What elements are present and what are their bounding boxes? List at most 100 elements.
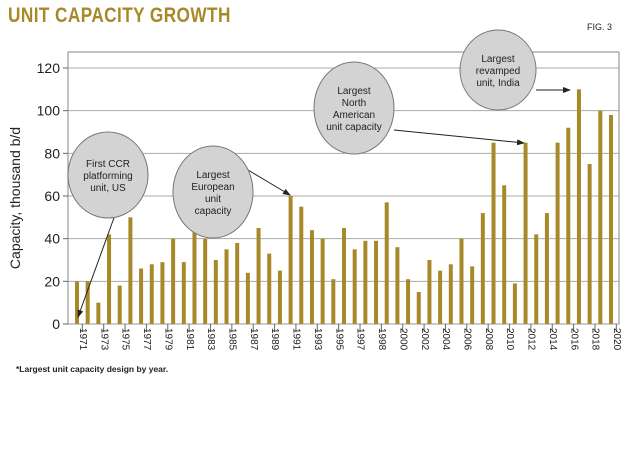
bar xyxy=(576,89,581,324)
x-tick-label: 2008 xyxy=(483,328,494,351)
x-tick-label: 1987 xyxy=(248,328,259,351)
x-tick-label: 1995 xyxy=(333,328,344,351)
bar xyxy=(85,281,90,324)
annotation-bubble xyxy=(67,131,149,219)
bar xyxy=(459,238,464,324)
bar xyxy=(342,228,346,324)
x-tick-label: 1977 xyxy=(141,328,152,351)
bar xyxy=(277,270,282,324)
bar xyxy=(149,264,154,324)
annotation-arrow xyxy=(393,129,525,146)
x-tick-label: 1981 xyxy=(184,328,195,351)
bar xyxy=(523,142,528,324)
bar xyxy=(566,127,571,324)
annotation-text: Largest xyxy=(337,86,371,97)
x-tick-label: 1997 xyxy=(355,328,366,351)
x-tick-label: 1993 xyxy=(312,328,323,351)
annotation-text: unit, US xyxy=(90,183,126,194)
bar xyxy=(598,110,603,325)
annotation-text: capacity xyxy=(195,206,232,217)
x-tick-label: 1975 xyxy=(120,328,131,351)
bar xyxy=(107,234,112,324)
x-tick-label: 2012 xyxy=(526,328,537,351)
bar xyxy=(609,114,613,324)
x-tick-label: 2000 xyxy=(397,328,408,351)
bar xyxy=(288,196,293,324)
bar xyxy=(470,266,475,324)
annotation-text: platforming xyxy=(83,171,132,182)
annotation-text: European xyxy=(191,182,234,193)
annotation-text: First CCR xyxy=(86,159,130,170)
bar xyxy=(245,272,250,324)
annotation-text: unit, India xyxy=(476,78,520,89)
chart-title: UNIT CAPACITY GROWTH xyxy=(8,4,231,27)
bar xyxy=(512,283,517,324)
bar xyxy=(491,142,496,324)
annotation-text: American xyxy=(333,110,375,121)
x-tick-label: 2018 xyxy=(590,328,601,351)
bar xyxy=(480,213,485,324)
bar xyxy=(352,249,357,324)
x-tick-label: 1989 xyxy=(269,328,280,351)
annotation-arrow xyxy=(77,214,116,318)
bar xyxy=(181,262,186,324)
x-tick-label: 1991 xyxy=(291,328,302,351)
x-tick-label: 1998 xyxy=(376,328,387,351)
x-tick-label: 2002 xyxy=(419,328,430,351)
annotation-bubble xyxy=(172,145,254,239)
y-tick-label: 60 xyxy=(44,188,60,204)
annotation-text: unit xyxy=(205,194,221,205)
bar xyxy=(363,240,368,324)
annotation-arrow xyxy=(247,169,291,196)
y-tick-label: 40 xyxy=(44,231,60,247)
bar xyxy=(534,234,539,324)
x-tick-label: 2006 xyxy=(461,328,472,351)
bar xyxy=(374,240,379,324)
y-tick-label: 0 xyxy=(52,316,60,332)
y-tick-label: 20 xyxy=(44,273,60,289)
bar xyxy=(427,260,432,324)
bar xyxy=(309,230,314,324)
x-tick-label: 2004 xyxy=(440,328,451,351)
annotation-text: North xyxy=(342,98,366,109)
bar xyxy=(117,285,122,324)
bar xyxy=(256,228,261,324)
annotation-text: revamped xyxy=(476,66,520,77)
bar xyxy=(192,228,197,324)
y-axis-label: Capacity, thousand b/d xyxy=(7,127,23,269)
bar xyxy=(544,213,549,324)
bar xyxy=(160,262,165,324)
footnote: *Largest unit capacity design by year. xyxy=(16,364,169,374)
bar xyxy=(299,206,304,324)
annotation-text: Largest xyxy=(481,54,515,65)
bar xyxy=(128,217,133,324)
x-tick-label: 1973 xyxy=(98,328,109,351)
x-tick-label: 2020 xyxy=(611,328,622,351)
bar xyxy=(416,292,421,324)
annotation-bubble xyxy=(313,61,395,155)
bar xyxy=(448,264,453,324)
y-tick-label: 120 xyxy=(37,60,61,76)
bar xyxy=(555,142,560,324)
bar xyxy=(203,238,208,324)
y-tick-label: 100 xyxy=(37,103,61,119)
x-tick-label: 1979 xyxy=(162,328,173,351)
figure-label: FIG. 3 xyxy=(587,22,613,32)
bar xyxy=(395,247,400,324)
bar xyxy=(438,270,443,324)
bar xyxy=(587,164,592,324)
x-tick-label: 2016 xyxy=(568,328,579,351)
bar xyxy=(139,268,144,324)
bar xyxy=(235,242,240,324)
y-tick-label: 80 xyxy=(44,145,60,161)
bar xyxy=(384,202,389,324)
x-tick-label: 1971 xyxy=(77,328,88,351)
bar xyxy=(75,281,79,324)
bar xyxy=(96,302,101,324)
x-tick-label: 2010 xyxy=(504,328,515,351)
bar xyxy=(267,253,272,324)
x-tick-label: 2014 xyxy=(547,328,558,351)
x-tick-label: 1985 xyxy=(227,328,238,351)
